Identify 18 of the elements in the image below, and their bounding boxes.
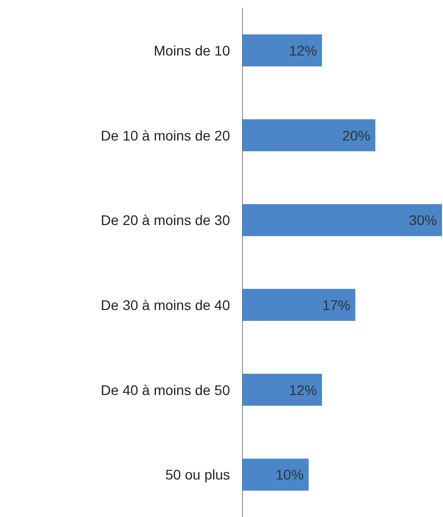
bar bbox=[242, 34, 322, 66]
y-tick-label: Moins de 10 bbox=[154, 42, 230, 58]
y-tick-label: De 40 à moins de 50 bbox=[100, 382, 230, 398]
y-tick-label: De 30 à moins de 40 bbox=[100, 296, 230, 313]
bar bbox=[242, 374, 322, 406]
data-label: 10% bbox=[276, 466, 304, 483]
data-label: 30% bbox=[408, 212, 437, 228]
y-tick-label: De 20 à moins de 30 bbox=[100, 212, 230, 228]
bar bbox=[242, 288, 356, 321]
data-label: 17% bbox=[322, 296, 350, 313]
bar bbox=[242, 458, 309, 491]
y-tick-label: 50 ou plus bbox=[165, 466, 230, 483]
data-label: 20% bbox=[342, 127, 370, 144]
bar bbox=[242, 119, 376, 152]
data-label: 12% bbox=[288, 382, 317, 398]
data-label: 12% bbox=[288, 42, 317, 58]
bar bbox=[242, 204, 442, 236]
y-tick-label: De 10 à moins de 20 bbox=[100, 127, 230, 144]
